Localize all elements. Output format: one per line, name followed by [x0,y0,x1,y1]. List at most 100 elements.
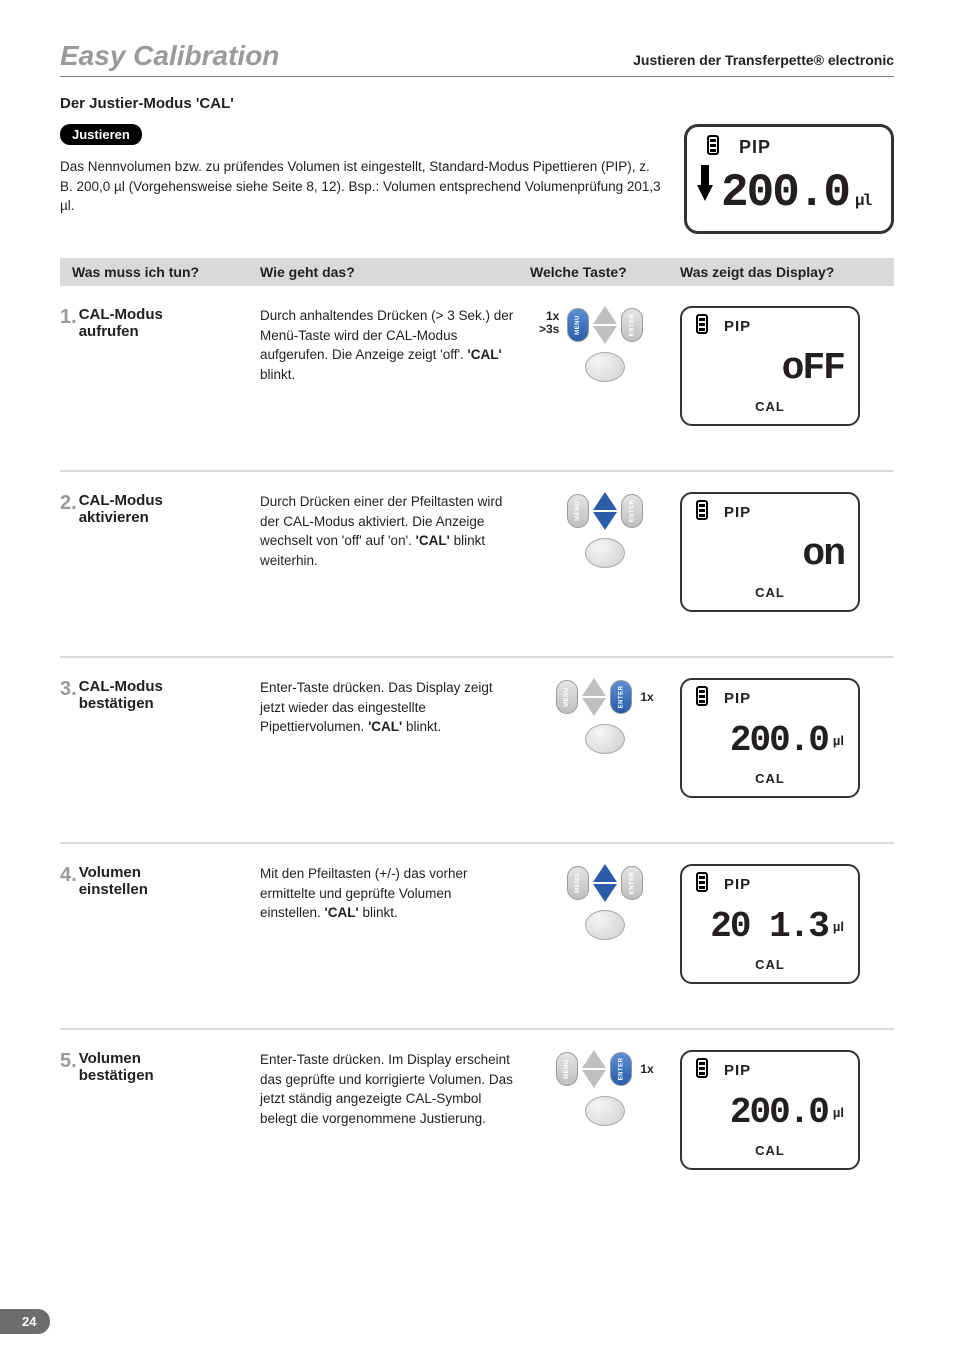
pip-label: PIP [724,1062,751,1079]
enter-button[interactable]: ENTER [610,680,632,714]
menu-button[interactable]: MENU [567,308,589,342]
arrow-buttons[interactable] [593,492,617,530]
lcd-value: 20 1.3 [710,909,828,945]
press-count-label: 1x>3s [539,310,559,336]
arrow-down-icon[interactable] [582,1070,606,1088]
separator [60,656,894,658]
pipette-plunger-button[interactable] [585,352,625,382]
intro-text: Das Nennvolumen bzw. zu prüfendes Volume… [60,157,664,216]
arrow-up-icon[interactable] [582,678,606,696]
arrow-up-icon[interactable] [593,492,617,510]
arrow-down-icon[interactable] [582,698,606,716]
enter-button[interactable]: ENTER [610,1052,632,1086]
step-lcd-display: PIP on CAL [680,492,860,612]
lcd-main-unit: µl [855,193,870,209]
pipette-plunger-button[interactable] [585,910,625,940]
step-row: 4. Volumeneinstellen Mit den Pfeiltasten … [60,864,894,1014]
lcd-value: oFF [782,350,844,388]
step-lcd-display: PIP200.0µlCAL [680,678,860,798]
pipette-tip-icon [697,161,721,205]
step-title: CAL-Modusaufrufen [79,306,163,340]
pip-label: PIP [739,137,771,158]
cal-label: CAL [690,399,850,418]
arrow-buttons[interactable] [582,678,606,716]
header-row: Easy Calibration Justieren der Transferp… [60,40,894,77]
step-description: Durch Drücken einer der Pfeiltasten wird… [260,492,530,570]
page-number-tab: 24 [0,1309,50,1334]
table-header: Was muss ich tun? Wie geht das? Welche T… [60,258,894,286]
enter-button[interactable]: ENTER [621,494,643,528]
arrow-up-icon[interactable] [593,306,617,324]
step-description: Enter-Taste drücken. Im Display erschein… [260,1050,530,1128]
arrow-down-icon[interactable] [593,512,617,530]
separator [60,842,894,844]
pip-label: PIP [724,504,751,521]
arrow-up-icon[interactable] [593,864,617,882]
step-number: 1. [60,306,77,329]
menu-button[interactable]: MENU [556,680,578,714]
step-buttons: MENU ENTER 1x [530,678,680,754]
separator [60,470,894,472]
step-description: Durch anhaltendes Drücken (> 3 Sek.) der… [260,306,530,384]
cal-label: CAL [690,1143,850,1162]
pipette-icon [694,1058,710,1082]
arrow-down-icon[interactable] [593,326,617,344]
step-lcd-display: PIP20 1.3µlCAL [680,864,860,984]
press-count-label: 1x [640,690,653,704]
step-description: Enter-Taste drücken. Das Display zeigt j… [260,678,530,737]
step-description: Mit den Pfeiltasten (+/-) das vorher erm… [260,864,530,923]
pipette-icon [694,872,710,896]
cal-label: CAL [690,585,850,604]
arrow-buttons[interactable] [593,864,617,902]
step-buttons: 1x>3s MENU ENTER [530,306,680,382]
pipette-icon [694,314,710,338]
pipette-plunger-button[interactable] [585,1096,625,1126]
lcd-value: 200.0 [730,723,828,759]
press-count-label: 1x [640,1062,653,1076]
pip-label: PIP [724,690,751,707]
col-header-display: Was zeigt das Display? [680,264,894,280]
arrow-up-icon[interactable] [582,1050,606,1068]
lcd-main-value: 200.0 [721,170,849,216]
menu-button[interactable]: MENU [567,494,589,528]
step-number: 5. [60,1050,77,1073]
col-header-wie: Wie geht das? [260,264,530,280]
arrow-buttons[interactable] [582,1050,606,1088]
pip-label: PIP [724,318,751,335]
menu-button[interactable]: MENU [556,1052,578,1086]
step-row: 3. CAL-Modusbestätigen Enter-Taste drücke… [60,678,894,828]
enter-button[interactable]: ENTER [621,866,643,900]
step-title: CAL-Modusaktivieren [79,492,163,526]
step-number: 2. [60,492,77,515]
lcd-unit: µl [833,1105,844,1120]
lcd-value: on [802,536,844,574]
pipette-plunger-button[interactable] [585,724,625,754]
separator [60,1028,894,1030]
step-title: CAL-Modusbestätigen [79,678,163,712]
pipette-icon [694,686,710,710]
arrow-down-icon[interactable] [593,884,617,902]
step-buttons: MENU ENTER [530,492,680,568]
col-header-tun: Was muss ich tun? [60,264,260,280]
section-heading: Der Justier-Modus 'CAL' [60,95,894,112]
step-number: 4. [60,864,77,887]
step-title: Volumenbestätigen [79,1050,154,1084]
lcd-value: 200.0 [730,1095,828,1131]
step-number: 3. [60,678,77,701]
col-header-taste: Welche Taste? [530,264,680,280]
step-buttons: MENU ENTER [530,864,680,940]
main-lcd: PIP 200.0 µl [684,124,894,234]
menu-button[interactable]: MENU [567,866,589,900]
step-title: Volumeneinstellen [79,864,148,898]
step-buttons: MENU ENTER 1x [530,1050,680,1126]
main-title: Easy Calibration [60,40,279,72]
lcd-unit: µl [833,919,844,934]
arrow-buttons[interactable] [593,306,617,344]
cal-label: CAL [690,771,850,790]
pipette-plunger-button[interactable] [585,538,625,568]
enter-button[interactable]: ENTER [621,308,643,342]
sub-title: Justieren der Transferpette® electronic [633,52,894,68]
pipette-icon [694,500,710,524]
pip-label: PIP [724,876,751,893]
pill-justieren: Justieren [60,124,142,145]
